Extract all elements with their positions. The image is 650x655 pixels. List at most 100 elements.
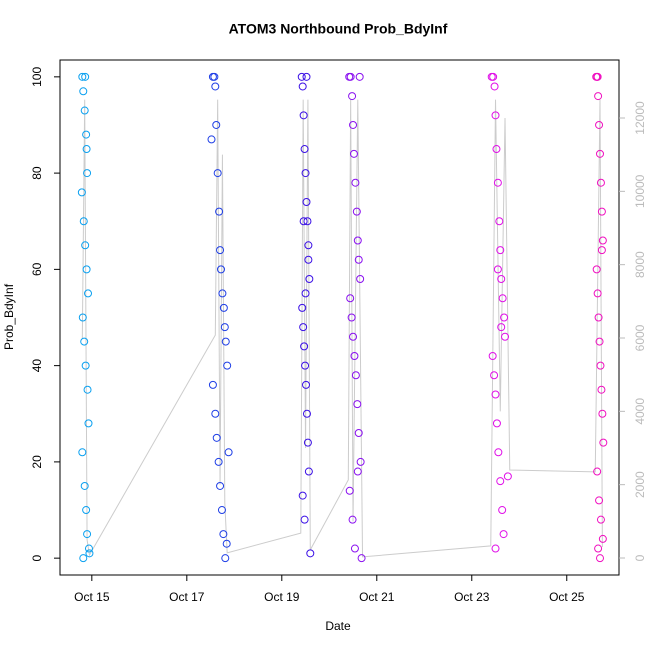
point (297, 72, 306, 81)
point (491, 390, 500, 399)
point (594, 313, 603, 322)
x-tick-label: Oct 19 (264, 590, 300, 604)
point (80, 481, 89, 490)
point (79, 87, 88, 96)
y-tick-label: 20 (30, 455, 44, 469)
point (219, 303, 228, 312)
point (598, 409, 607, 418)
point (83, 530, 92, 539)
point (216, 246, 225, 255)
point (211, 82, 220, 91)
point (82, 130, 91, 139)
point (595, 120, 604, 129)
point (597, 246, 606, 255)
point (491, 111, 500, 120)
point (83, 385, 92, 394)
x-tick-label: Oct 17 (169, 590, 205, 604)
chart-title: ATOM3 Northbound Prob_BdyInf (229, 21, 448, 37)
y-tick-label: 40 (30, 359, 44, 373)
point (85, 549, 94, 558)
point (82, 145, 91, 154)
point (303, 217, 312, 226)
point (83, 169, 92, 178)
point (84, 419, 93, 428)
point (302, 197, 311, 206)
point (77, 188, 86, 197)
point (594, 544, 603, 553)
point (348, 515, 357, 524)
point (349, 332, 358, 341)
plot-box (59, 59, 620, 576)
point (78, 448, 87, 457)
point (347, 313, 356, 322)
point (498, 294, 507, 303)
point (79, 217, 88, 226)
y-tick-label: 60 (30, 262, 44, 276)
point (353, 236, 362, 245)
point (503, 472, 512, 481)
point (213, 169, 222, 178)
point (80, 106, 89, 115)
y-tick-label: 100 (30, 67, 44, 87)
point (212, 120, 221, 129)
point (304, 467, 313, 476)
point (593, 289, 602, 298)
point (596, 149, 605, 158)
y2-tick-label: 2000 (633, 471, 647, 498)
point (298, 303, 307, 312)
point (491, 544, 500, 553)
point (489, 72, 498, 81)
x-tick-label: Oct 25 (549, 590, 585, 604)
point (349, 120, 358, 129)
point (84, 544, 93, 553)
point (497, 274, 506, 283)
point (217, 506, 226, 515)
point (81, 241, 90, 250)
point (499, 530, 508, 539)
point (224, 448, 233, 457)
point (595, 496, 604, 505)
point (345, 486, 354, 495)
point (352, 207, 361, 216)
point (81, 72, 90, 81)
point (302, 72, 311, 81)
point (592, 265, 601, 274)
point (496, 477, 505, 486)
point (216, 481, 225, 490)
point (496, 246, 505, 255)
point (300, 145, 309, 154)
point (300, 342, 309, 351)
point (492, 145, 501, 154)
point (302, 380, 311, 389)
point (501, 332, 510, 341)
point (350, 544, 359, 553)
point (500, 313, 509, 322)
point (492, 419, 501, 428)
point (298, 491, 307, 500)
point (353, 467, 362, 476)
point (598, 236, 607, 245)
y2-tick-label: 10000 (633, 174, 647, 208)
point (207, 135, 216, 144)
point (305, 274, 314, 283)
point (593, 72, 602, 81)
point (302, 409, 311, 418)
x-tick-label: Oct 23 (454, 590, 490, 604)
point (223, 361, 232, 370)
point (212, 433, 221, 442)
point (354, 255, 363, 264)
y2-tick-label: 8000 (633, 251, 647, 278)
point (348, 92, 357, 101)
point (350, 352, 359, 361)
point (214, 457, 223, 466)
point (300, 515, 309, 524)
point (596, 554, 605, 563)
point (84, 289, 93, 298)
point (82, 265, 91, 274)
point (79, 554, 88, 563)
point (356, 457, 365, 466)
x-axis-label: Date (325, 619, 351, 633)
point (301, 361, 310, 370)
point (301, 169, 310, 178)
series-line (81, 99, 603, 558)
